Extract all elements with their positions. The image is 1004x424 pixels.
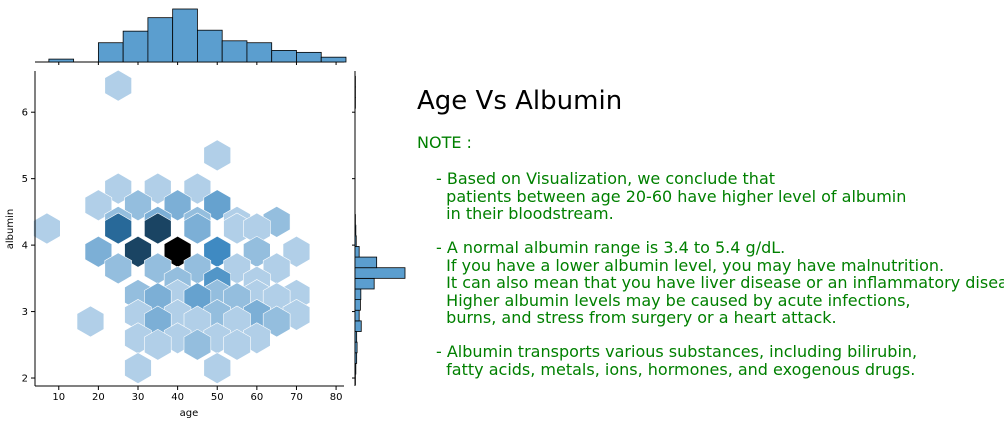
hexbin-cell-1 [203,139,231,172]
right-hist-bar-13 [354,235,357,247]
hexbin-cell-5 [84,189,113,222]
right-hist-bar-14 [354,224,357,237]
x-tick-label-20: 20 [92,392,105,403]
top-hist-bar-6 [197,29,223,63]
right-hist-bar-3 [354,341,358,354]
hexbin-cell-20 [84,235,113,268]
hexbin-cell-0 [104,69,132,102]
right-hist-bar-10 [354,267,406,279]
hexbin-cell-26 [104,252,132,285]
hexbin-cell-17 [183,212,212,245]
hexbin-cell-25 [282,235,311,268]
hexbin-cell-4 [183,172,212,205]
x-tick-label-50: 50 [211,392,224,403]
hexbin-cell-14 [33,212,61,245]
hexbin-cell-16 [144,212,172,245]
top-marginal-histogram [35,8,347,65]
right-hist-bar-9 [354,277,375,290]
top-hist-bar-2 [97,42,124,63]
y-tick-label-5: 5 [22,174,28,185]
hexbin-cell-52 [262,305,291,338]
hexbin-cell-60 [124,352,152,384]
hexbin-cell-7 [163,189,192,222]
y-tick-label-4: 4 [22,241,28,252]
right-hist-bar-12 [354,246,360,258]
top-hist-bar-0 [48,58,75,63]
right-hist-bar-2 [354,352,358,364]
y-tick-label-3: 3 [22,307,28,318]
y-tick-label-6: 6 [22,108,28,119]
right-hist-bar-6 [354,309,360,322]
right-hist-bar-4 [354,331,358,343]
x-tick-label-60: 60 [250,392,263,403]
hexbin-cell-48 [76,305,105,338]
hexbin-cell-3 [144,172,172,205]
hexbin-cell-8 [203,189,231,222]
x-tick-label-40: 40 [171,392,184,403]
x-tick-label-70: 70 [290,392,303,403]
right-hist-bar-8 [354,288,362,301]
hexbin-cell-59 [223,328,251,361]
x-tick-label-80: 80 [330,392,343,403]
top-hist-bar-7 [221,40,248,63]
right-marginal-histogram [352,71,406,386]
hexbin-cell-57 [144,328,172,361]
top-hist-bar-5 [172,8,198,63]
x-axis-label: age [180,408,199,419]
top-hist-bar-9 [271,50,297,63]
right-hist-bar-7 [354,299,361,311]
hexbin-cell-15 [104,212,132,245]
top-hist-bar-3 [122,30,149,63]
x-tick-label-30: 30 [132,392,145,403]
top-hist-bar-11 [320,56,347,63]
hexbin-cell-61 [203,352,231,384]
hexbin-cell-58 [183,328,212,361]
top-hist-bar-8 [246,42,273,63]
top-hist-bar-4 [147,17,174,63]
right-hist-bar-11 [354,256,378,269]
hexbin-layer [33,69,311,384]
hexbin-cell-6 [124,189,152,222]
main-axes: 10 20 30 40 50 60 70 80 2 3 4 5 6 [22,71,344,403]
y-axis-label: albumin [5,209,16,249]
right-hist-bar-5 [354,320,362,332]
y-tick-label-2: 2 [22,374,28,385]
hexbin-cell-2 [104,172,132,205]
top-hist-bar-10 [296,51,322,63]
hexbin-cell-21 [124,235,152,268]
right-hist-bar-1 [354,363,357,375]
x-tick-label-10: 10 [52,392,65,403]
